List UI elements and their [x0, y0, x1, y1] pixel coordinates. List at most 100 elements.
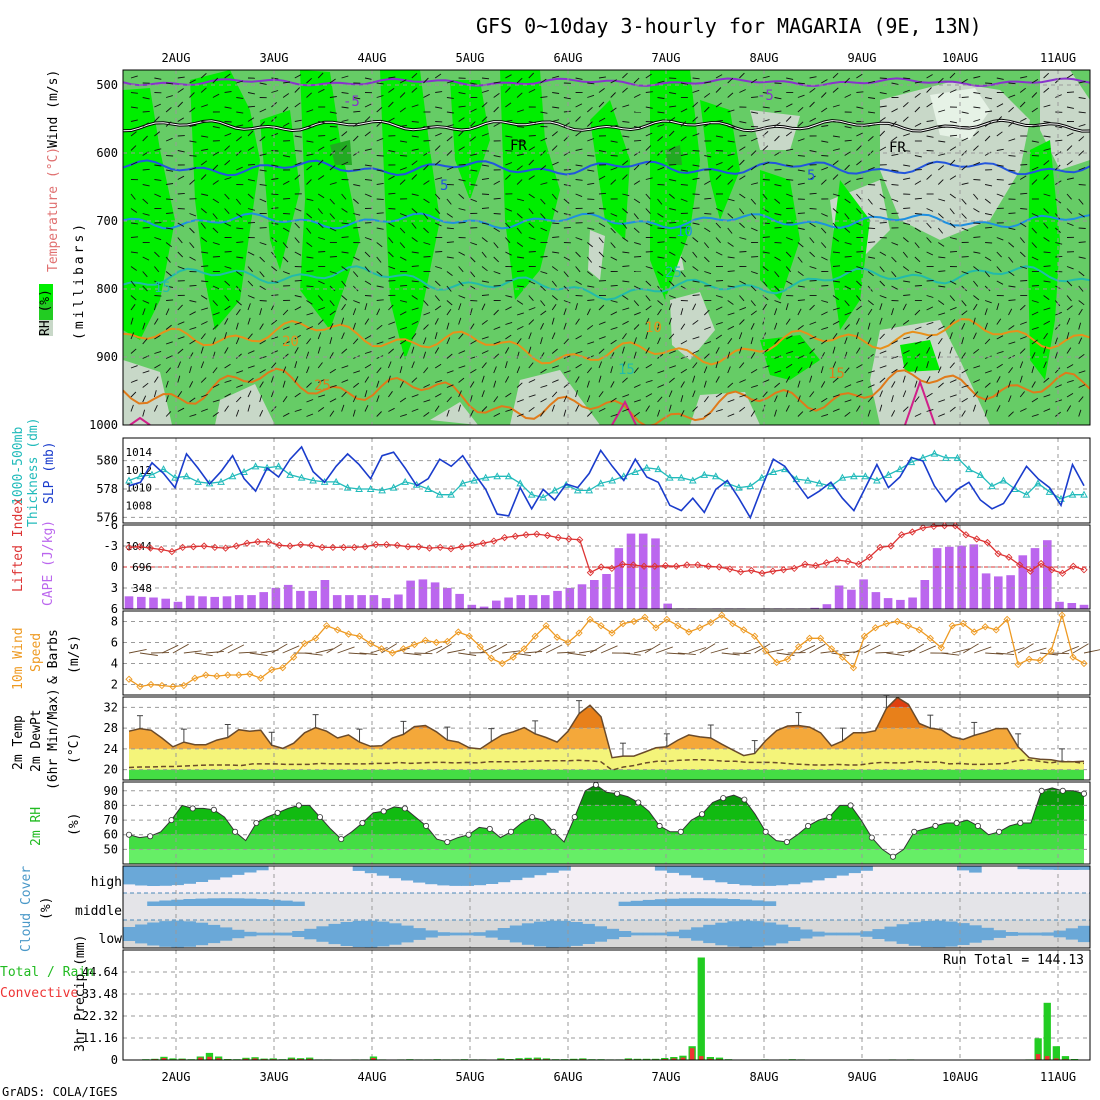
- wind-barb: [809, 117, 817, 122]
- wind-barb: [306, 109, 314, 113]
- wind-barb: [832, 160, 839, 166]
- wind-barb: [587, 182, 595, 185]
- thickness-point: [827, 482, 835, 490]
- wind-barb: [552, 92, 560, 94]
- wind-barb: [692, 177, 700, 180]
- wind-barb: [458, 179, 466, 182]
- lifted-index-point: [243, 539, 251, 547]
- wind-barb: [458, 317, 462, 325]
- wind-barb: [680, 368, 688, 374]
- thickness-point: [435, 490, 444, 498]
- rh-high-area: [590, 100, 630, 240]
- wind-barb: [680, 308, 684, 316]
- cape-bar: [259, 592, 268, 609]
- precip-convective-bar: [1044, 1056, 1050, 1060]
- wind-barb: [973, 131, 979, 137]
- wind-barb: [750, 384, 758, 388]
- wind-barb: [587, 285, 595, 288]
- wind-barb: [856, 177, 864, 180]
- wind-barb: [949, 175, 957, 180]
- wind-speed-point: [257, 674, 265, 682]
- wind-barb: [692, 362, 698, 369]
- wind-barb: [586, 308, 591, 316]
- wind-barb: [739, 362, 745, 369]
- wind-barb: [458, 208, 466, 211]
- wind-barb: [610, 213, 618, 217]
- wind-barb: [668, 130, 675, 137]
- cape-bar: [296, 590, 305, 609]
- wind-barb: [610, 227, 616, 234]
- wind-barb: [1008, 341, 1016, 345]
- wind-barb: [271, 193, 279, 196]
- wind-speed-point: [487, 654, 495, 662]
- lifted-index-point: [232, 542, 240, 550]
- wind-barb: [820, 227, 827, 234]
- wind-barb: [1031, 397, 1039, 403]
- wind-barb: [575, 251, 581, 258]
- wind-barb: [364, 295, 373, 297]
- wind-barb: [516, 179, 523, 185]
- wind-barb: [1066, 295, 1072, 302]
- wind-barb: [540, 198, 546, 205]
- wind-barb: [177, 336, 185, 340]
- lifted-index-point: [876, 543, 884, 552]
- wind-barb-10m: [216, 644, 233, 654]
- cloud-axis-titles: Cloud Cover (%) high middle low: [19, 866, 122, 952]
- temp-tick-label: 20: [104, 763, 118, 777]
- wind-barb: [493, 326, 501, 330]
- cloud-middle-cell: [159, 900, 172, 906]
- cloud-high-cell: [509, 866, 523, 881]
- rh-high-area: [1028, 140, 1060, 380]
- wind-barb: [376, 341, 384, 345]
- wind-barb: [551, 145, 558, 151]
- lifted-index-point: [307, 541, 316, 549]
- wind-barb: [563, 198, 570, 204]
- cloud-low-cell: [1029, 932, 1043, 936]
- wind-barb: [750, 337, 754, 345]
- panel-frame: [122, 865, 1091, 949]
- wind-barb: [259, 184, 267, 186]
- wind-barb: [411, 333, 417, 340]
- freezing-level-contour: [123, 119, 1090, 132]
- wind-barb: [282, 366, 287, 374]
- wind-barb: [1066, 160, 1073, 166]
- wind-barb: [973, 208, 980, 213]
- cape-bar: [920, 580, 930, 609]
- wind-barb: [762, 266, 769, 272]
- wind-barb: [680, 256, 687, 263]
- wind-barb: [517, 256, 525, 259]
- wind-barb: [236, 97, 244, 99]
- wind-barb: [914, 413, 922, 417]
- wind-barb: [1043, 174, 1049, 180]
- wind-barb-10m: [1007, 647, 1025, 654]
- wind-barb: [914, 366, 918, 374]
- wind-barb: [1019, 222, 1027, 228]
- wind-barb: [1008, 411, 1014, 417]
- wind-barb: [821, 397, 828, 403]
- wind-barb: [774, 308, 778, 316]
- wind-barb: [832, 394, 840, 398]
- wind-barb: [411, 265, 419, 267]
- wind-speed-point: [322, 622, 331, 630]
- thickness-tick-label: 578: [96, 482, 118, 496]
- wind-barb-10m: [370, 647, 388, 654]
- wind-barb: [903, 77, 911, 80]
- wind-barb: [341, 119, 349, 122]
- thickness-point: [976, 470, 985, 478]
- wind-barb: [973, 295, 980, 301]
- wind-barb: [703, 380, 707, 388]
- wind-barb: [1008, 285, 1016, 288]
- wind-barb: [224, 347, 229, 354]
- wind-barb: [622, 72, 628, 79]
- wind-barb: [399, 79, 407, 84]
- wind-barb: [739, 394, 747, 398]
- wind-barb: [949, 134, 958, 137]
- panel-frame: [122, 696, 1091, 781]
- wind-barb: [446, 241, 454, 243]
- cloud-high-label: high: [91, 875, 122, 890]
- cloud-high-cell: [1077, 866, 1091, 870]
- cloud-high-cell: [558, 866, 571, 871]
- wind-barb: [984, 285, 991, 292]
- lifted-index-point: [801, 560, 809, 568]
